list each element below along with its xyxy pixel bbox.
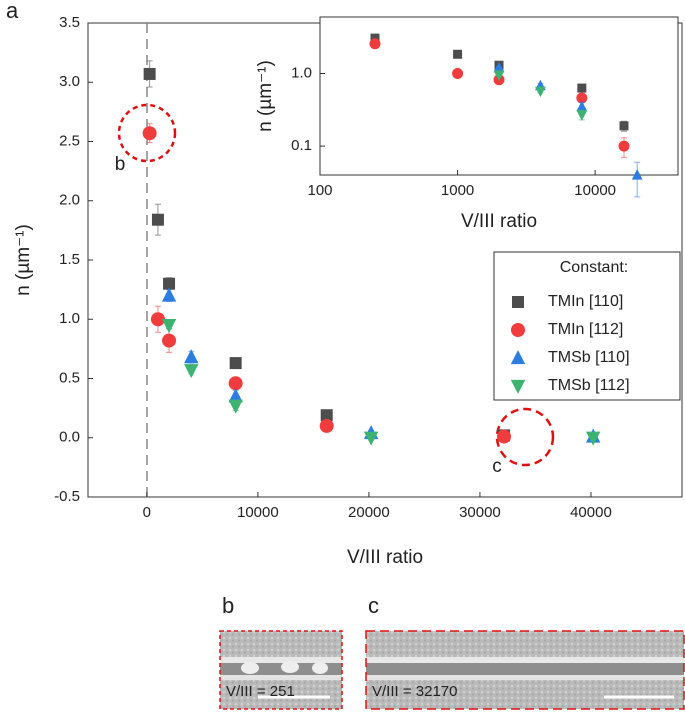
marker xyxy=(150,312,165,327)
marker xyxy=(363,431,379,446)
marker xyxy=(493,70,505,82)
marker xyxy=(143,67,156,80)
image-caption: V/III = 251 xyxy=(226,683,295,700)
highlight-circle xyxy=(117,103,177,163)
panel-label: a xyxy=(6,0,19,23)
y-tick-label: 1.5 xyxy=(59,251,80,268)
x-tick-label: 0 xyxy=(143,504,151,521)
marker xyxy=(184,349,199,364)
highlight-circle xyxy=(495,407,555,467)
marker xyxy=(576,100,588,112)
legend-marker xyxy=(511,323,525,337)
marker xyxy=(320,409,333,422)
marker xyxy=(228,399,243,414)
x-tick-label: 1000 xyxy=(441,182,474,199)
legend-title: Constant: xyxy=(560,259,628,276)
y-tick-label: 0.5 xyxy=(59,369,80,386)
x-axis-label: V/III ratio xyxy=(347,547,423,568)
y-tick-label: 2.0 xyxy=(59,192,80,209)
x-tick-label: 10000 xyxy=(237,504,279,521)
sem-image xyxy=(219,630,343,710)
sem-image xyxy=(365,630,685,710)
marker xyxy=(229,357,242,370)
legend-label: TMIn [110] xyxy=(548,293,623,310)
marker xyxy=(161,287,177,302)
annotation: b xyxy=(115,154,126,175)
marker xyxy=(493,61,505,73)
marker xyxy=(453,49,463,59)
y-axis-label: n (µm⁻¹) xyxy=(255,60,276,132)
marker xyxy=(161,319,177,334)
y-tick-label: 3.5 xyxy=(59,14,80,31)
legend-label: TMSb [112] xyxy=(548,377,630,394)
y-tick-label: 0.0 xyxy=(59,429,80,446)
marker xyxy=(163,277,176,290)
legend-marker xyxy=(510,350,526,365)
x-axis-label: V/III ratio xyxy=(461,211,537,232)
marker xyxy=(184,364,199,379)
legend-label: TMIn [112] xyxy=(548,321,623,338)
marker xyxy=(142,126,157,141)
marker xyxy=(618,140,630,152)
legend-marker xyxy=(512,296,524,308)
y-tick-label: -0.5 xyxy=(54,488,80,505)
marker xyxy=(535,86,546,98)
legend-marker xyxy=(510,379,526,394)
marker xyxy=(576,92,588,104)
marker xyxy=(369,38,381,50)
marker xyxy=(162,333,177,348)
marker xyxy=(370,33,380,43)
marker xyxy=(319,418,334,433)
y-axis-label: n (µm⁻¹) xyxy=(13,224,34,296)
image-caption: V/III = 32170 xyxy=(372,683,457,700)
y-tick-label: 1.0 xyxy=(291,64,312,81)
x-tick-label: 20000 xyxy=(348,504,390,521)
marker xyxy=(631,169,643,180)
x-tick-label: 100 xyxy=(307,182,332,199)
y-tick-label: 3.0 xyxy=(59,73,80,90)
marker xyxy=(576,110,588,121)
panel-label: b xyxy=(222,593,234,618)
marker xyxy=(228,376,243,391)
legend-label: TMSb [110] xyxy=(548,349,630,366)
legend xyxy=(493,251,681,401)
x-tick-label: 30000 xyxy=(459,504,501,521)
annotation: c xyxy=(492,456,502,477)
marker xyxy=(577,83,587,93)
marker xyxy=(452,67,464,79)
marker xyxy=(497,429,512,444)
marker xyxy=(585,431,601,446)
y-tick-label: 2.5 xyxy=(59,132,80,149)
panel-label: c xyxy=(368,593,379,618)
y-tick-label: 0.1 xyxy=(291,137,312,154)
marker xyxy=(619,121,629,131)
x-tick-label: 40000 xyxy=(570,504,612,521)
x-tick-label: 10000 xyxy=(574,182,616,199)
marker xyxy=(151,213,164,226)
y-tick-label: 1.0 xyxy=(59,310,80,327)
marker xyxy=(228,388,243,403)
